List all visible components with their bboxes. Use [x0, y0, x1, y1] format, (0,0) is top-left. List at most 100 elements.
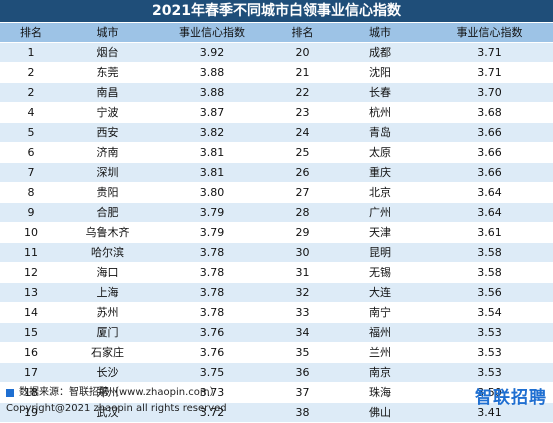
table-cell: 厦门: [62, 322, 153, 343]
table-row: 2 东莞 3.88 21 沈阳 3.71: [0, 62, 553, 83]
table-cell: 24: [271, 122, 334, 143]
table-row: 2 南昌 3.88 22 长春 3.70: [0, 82, 553, 103]
table-cell: 3.81: [153, 142, 271, 163]
table-cell: 2: [0, 62, 62, 83]
table-cell: 3.78: [153, 282, 271, 303]
table-cell: 3.75: [153, 362, 271, 383]
table-cell: 长沙: [62, 362, 153, 383]
table-cell: 30: [271, 242, 334, 263]
header-city: 城市: [62, 23, 153, 43]
table-cell: 28: [271, 202, 334, 223]
table-cell: 南京: [334, 362, 426, 383]
table-cell: 哈尔滨: [62, 242, 153, 263]
table-cell: 3.53: [426, 322, 553, 343]
table-row: 16 石家庄 3.76 35 兰州 3.53: [0, 342, 553, 363]
table-cell: 9: [0, 202, 62, 223]
table-cell: 3.71: [426, 62, 553, 83]
table-cell: 16: [0, 342, 62, 363]
table-cell: 21: [271, 62, 334, 83]
table-row: 11 哈尔滨 3.78 30 昆明 3.58: [0, 242, 553, 263]
table-cell: 石家庄: [62, 342, 153, 363]
header-rank-2: 排名: [271, 23, 334, 43]
table-cell: 37: [271, 382, 334, 403]
footer: 数据来源：智联招聘（www.zhaopin.com） Copyright@202…: [0, 385, 553, 417]
header-city-2: 城市: [334, 23, 426, 43]
table-cell: 10: [0, 222, 62, 243]
table-cell: 3.80: [153, 182, 271, 203]
table-cell: 14: [0, 302, 62, 323]
table-cell: 29: [271, 222, 334, 243]
table-row: 7 深圳 3.81 26 重庆 3.66: [0, 162, 553, 183]
table-cell: 3.78: [153, 302, 271, 323]
table-cell: 3.92: [153, 42, 271, 63]
table-cell: 3.88: [153, 82, 271, 103]
table-cell: 贵阳: [62, 182, 153, 203]
table-cell: 3.81: [153, 162, 271, 183]
source-marker-icon: [6, 389, 14, 397]
table-cell: 3.78: [153, 262, 271, 283]
table-cell: 35: [271, 342, 334, 363]
table-cell: 3.78: [153, 242, 271, 263]
table-cell: 成都: [334, 42, 426, 63]
table-cell: 5: [0, 122, 62, 143]
table-row: 12 海口 3.78 31 无锡 3.58: [0, 262, 553, 283]
table-cell: 无锡: [334, 262, 426, 283]
table-cell: 乌鲁木齐: [62, 222, 153, 243]
table-cell: 长春: [334, 82, 426, 103]
table-row: 13 上海 3.78 32 大连 3.56: [0, 282, 553, 303]
table-cell: 南宁: [334, 302, 426, 323]
table-cell: 上海: [62, 282, 153, 303]
confidence-index-table: 排名 城市 事业信心指数 排名 城市 事业信心指数 1 烟台 3.92 20 成都 3.7…: [0, 23, 553, 423]
table-cell: 3.54: [426, 302, 553, 323]
table-cell: 东莞: [62, 62, 153, 83]
table-cell: 3.66: [426, 122, 553, 143]
header-index: 事业信心指数: [153, 23, 271, 43]
table-cell: 3.82: [153, 122, 271, 143]
table-cell: 太原: [334, 142, 426, 163]
table-cell: 32: [271, 282, 334, 303]
table-cell: 海口: [62, 262, 153, 283]
table-title: 2021年春季不同城市白领事业信心指数: [0, 0, 553, 22]
table-cell: 25: [271, 142, 334, 163]
table-cell: 大连: [334, 282, 426, 303]
table-cell: 西安: [62, 122, 153, 143]
table-cell: 3.64: [426, 182, 553, 203]
table-cell: 7: [0, 162, 62, 183]
table-cell: 2: [0, 82, 62, 103]
table-cell: 3.58: [426, 242, 553, 263]
zhaopin-logo: 智联招聘: [475, 388, 547, 408]
table-cell: 广州: [334, 202, 426, 223]
table-cell: 15: [0, 322, 62, 343]
table-cell: 3.71: [426, 42, 553, 63]
table-cell: 北京: [334, 182, 426, 203]
table-cell: 沈阳: [334, 62, 426, 83]
table-cell: 8: [0, 182, 62, 203]
table-row: 18 郑州 3.73 37 珠海 3.50: [0, 382, 553, 403]
table-cell: 3.64: [426, 202, 553, 223]
table-cell: 昆明: [334, 242, 426, 263]
table-cell: 3.61: [426, 222, 553, 243]
copyright: Copyright@2021 zhaopin all rights reserv…: [6, 403, 227, 414]
table-row: 4 宁波 3.87 23 杭州 3.68: [0, 102, 553, 123]
table-cell: 3.73: [153, 382, 271, 403]
table-cell: 3.79: [153, 222, 271, 243]
table-cell: 3.88: [153, 62, 271, 83]
table-cell: 3.79: [153, 202, 271, 223]
table-cell: 兰州: [334, 342, 426, 363]
table-cell: 3.66: [426, 142, 553, 163]
table-cell: 33: [271, 302, 334, 323]
table-cell: 福州: [334, 322, 426, 343]
table-cell: 18: [0, 382, 62, 403]
table-cell: 合肥: [62, 202, 153, 223]
table-row: 17 长沙 3.75 36 南京 3.53: [0, 362, 553, 383]
table-cell: 3.68: [426, 102, 553, 123]
table-cell: 宁波: [62, 102, 153, 123]
table-cell: 3.53: [426, 342, 553, 363]
table-cell: 36: [271, 362, 334, 383]
table-row: 8 贵阳 3.80 27 北京 3.64: [0, 182, 553, 203]
table-cell: 3.53: [426, 362, 553, 383]
table-cell: 青岛: [334, 122, 426, 143]
table-cell: 26: [271, 162, 334, 183]
table-cell: 南昌: [62, 82, 153, 103]
table-cell: 3.66: [426, 162, 553, 183]
